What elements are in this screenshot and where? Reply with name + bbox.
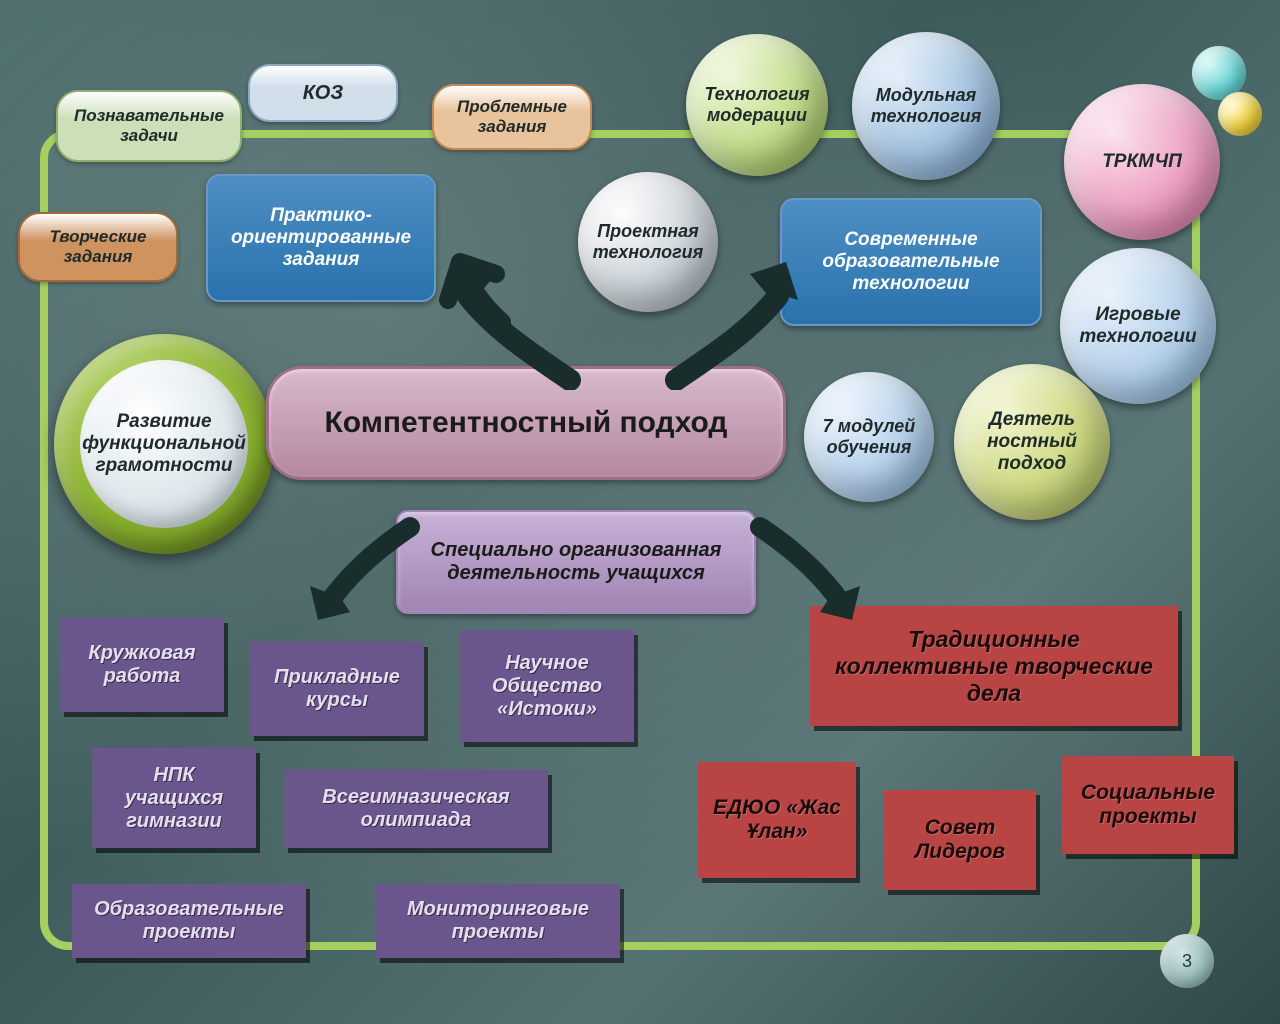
decor-ball-yellow <box>1218 92 1262 136</box>
sphere-project-tech: Проектная технология <box>578 172 718 312</box>
sphere-7-modules: 7 модулей обучения <box>804 372 934 502</box>
slide-canvas: Познавательные задачи КОЗ Проблемные зад… <box>0 0 1280 1024</box>
box-leaders-council: Совет Лидеров <box>884 790 1036 890</box>
box-applied-courses: Прикладные курсы <box>250 642 424 736</box>
subtitle-special-activity: Специально организованная деятельность у… <box>396 510 756 614</box>
pill-problem-tasks: Проблемные задания <box>432 84 592 150</box>
box-traditional-collective: Традиционные коллективные творческие дел… <box>810 606 1178 726</box>
ring-functional-literacy: Развитие функциональной грамотности <box>54 334 274 554</box>
sphere-trkmchp: ТРКМЧП <box>1064 84 1220 240</box>
sphere-game-tech: Игровые технологии <box>1060 248 1216 404</box>
box-edu-projects: Образовательные проекты <box>72 884 306 958</box>
box-science-society: Научное Общество «Истоки» <box>460 630 634 742</box>
box-olympiad: Всегимназическая олимпиада <box>284 770 548 848</box>
box-npk: НПК учащихся гимназии <box>92 748 256 848</box>
pill-koz: КОЗ <box>248 64 398 122</box>
title-competency-approach: Компетентностный подход <box>266 366 786 480</box>
sphere-modular-tech: Модульная технология <box>852 32 1000 180</box>
box-eduo-zhas-ulan: ЕДЮО «Жас Ұлан» <box>698 762 856 878</box>
box-club-work: Кружковая работа <box>60 618 224 712</box>
box-practice-oriented: Практико-ориентированные задания <box>206 174 436 302</box>
pill-creative-tasks: Творческие задания <box>18 212 178 282</box>
sphere-moderation-tech: Технология модерации <box>686 34 828 176</box>
box-modern-edu-tech: Современные образовательные технологии <box>780 198 1042 326</box>
ring-label: Развитие функциональной грамотности <box>80 360 248 528</box>
box-social-projects: Социальные проекты <box>1062 756 1234 854</box>
page-number: 3 <box>1160 934 1214 988</box>
sphere-activity-approach: Деятель ностный подход <box>954 364 1110 520</box>
box-monitoring-proj: Мониторинговые проекты <box>376 884 620 958</box>
pill-cognitive-tasks: Познавательные задачи <box>56 90 242 162</box>
